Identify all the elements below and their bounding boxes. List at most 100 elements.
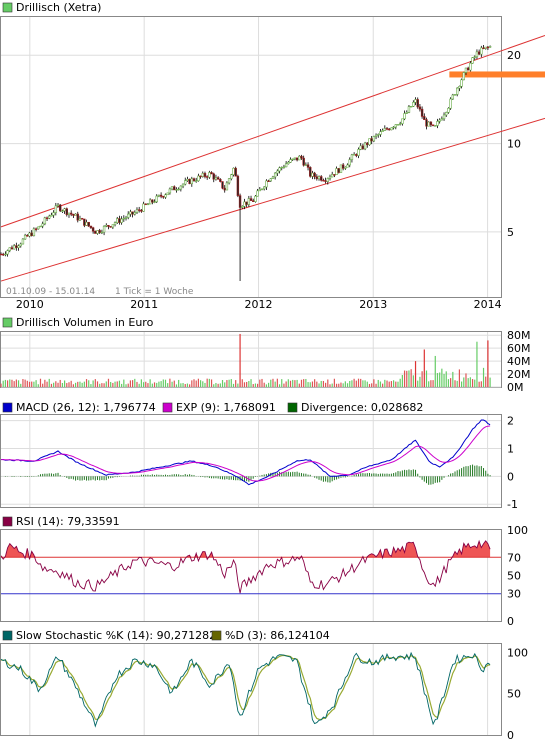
divergence-legend-label: Divergence: 0,028682 [301, 401, 423, 414]
candle-148 [324, 180, 327, 182]
volume-bar-199 [436, 373, 439, 387]
volume-bar-90 [197, 378, 199, 387]
candle-106 [232, 167, 235, 175]
candle-208 [456, 87, 459, 95]
volume-bar-211 [463, 377, 465, 387]
candle-118 [258, 188, 262, 192]
volume-bar-218 [478, 381, 480, 387]
candle-93 [203, 173, 207, 177]
volume-bar-111 [243, 382, 246, 387]
macd-legend-label: MACD (26, 12): 1,796774 [16, 401, 156, 414]
candle-29 [63, 208, 66, 212]
volume-bar-128 [281, 379, 283, 387]
volume-y-tick-40: 40M [507, 355, 531, 368]
candle-107 [234, 167, 237, 177]
volume-bar-130 [285, 381, 287, 387]
volume-bar-140 [307, 382, 309, 387]
volume-bar-104 [228, 379, 230, 387]
volume-bar-35 [77, 381, 79, 387]
candle-214 [469, 62, 472, 71]
volume-bar-122 [267, 382, 270, 387]
volume-bar-147 [322, 380, 325, 387]
volume-bar-220 [482, 367, 485, 387]
macd-panel-frame [0, 414, 502, 508]
candle-77 [168, 188, 172, 194]
macd-line [1, 419, 491, 486]
volume-bar-164 [360, 378, 362, 387]
volume-bar-8 [17, 380, 20, 387]
volume-bar-12 [26, 380, 28, 387]
volume-bar-41 [90, 384, 92, 387]
volume-bar-88 [193, 379, 195, 387]
candle-205 [449, 98, 452, 109]
volume-bar-165 [362, 380, 364, 387]
volume-bar-174 [382, 383, 384, 387]
volume-bar-38 [83, 381, 85, 387]
volume-bar-123 [270, 379, 272, 387]
candle-192 [420, 108, 424, 117]
candle-44 [96, 230, 99, 234]
candle-69 [151, 199, 154, 203]
volume-bar-131 [287, 379, 289, 387]
volume-bar-59 [129, 380, 132, 387]
volume-bar-201 [441, 368, 443, 387]
candle-87 [190, 178, 194, 185]
volume-bar-206 [452, 371, 454, 387]
volume-bar-143 [314, 379, 316, 387]
candle-124 [271, 176, 275, 179]
volume-bar-89 [195, 380, 197, 387]
candle-144 [315, 176, 319, 180]
candle-154 [337, 168, 340, 173]
volume-bar-109 [239, 333, 241, 387]
volume-bar-223 [489, 377, 491, 387]
candle-21 [45, 217, 49, 219]
candle-79 [173, 186, 176, 191]
volume-bar-50 [110, 381, 112, 387]
volume-bar-83 [182, 383, 184, 387]
volume-bar-100 [219, 383, 221, 387]
volume-bar-71 [156, 382, 158, 387]
candle-11 [23, 234, 27, 240]
volume-bar-81 [178, 379, 180, 387]
candle-59 [129, 211, 132, 215]
macd-legend: MACD (26, 12): 1,796774 EXP (9): 1,76809… [2, 401, 423, 414]
candle-3 [6, 250, 9, 255]
candle-156 [341, 164, 345, 169]
candle-125 [273, 172, 277, 178]
volume-bar-135 [296, 379, 298, 387]
x-tick-2012: 2012 [245, 298, 273, 311]
candle-108 [236, 175, 240, 196]
candle-19 [41, 223, 44, 227]
volume-bar-21 [46, 381, 48, 387]
volume-bar-95 [208, 378, 210, 387]
candle-10 [21, 238, 25, 245]
candle-211 [462, 72, 465, 81]
candle-85 [186, 178, 189, 181]
candle-66 [144, 203, 147, 205]
volume-bar-69 [151, 383, 153, 387]
candle-193 [423, 116, 426, 120]
candle-23 [50, 214, 53, 217]
candle-223 [488, 46, 492, 48]
macd-y-tick-0: 0 [507, 470, 514, 483]
volume-bar-213 [467, 378, 469, 387]
candle-37 [80, 218, 84, 220]
volume-bar-156 [342, 383, 344, 387]
volume-bar-29 [64, 380, 66, 387]
candle-91 [199, 175, 202, 178]
volume-bar-114 [250, 379, 252, 387]
candle-120 [262, 186, 266, 190]
candle-199 [436, 121, 439, 126]
rsi-y-ticks: 100 70 50 30 0 [507, 524, 528, 628]
candle-51 [111, 224, 115, 228]
candle-56 [122, 217, 126, 220]
macd-y-ticks: 2 1 0 -1 [507, 415, 518, 512]
volume-bar-138 [303, 379, 305, 387]
candle-8 [17, 245, 20, 248]
candle-165 [361, 145, 365, 150]
candle-1 [1, 253, 5, 256]
volume-bar-80 [175, 384, 178, 387]
volume-bar-25 [55, 381, 57, 387]
candle-86 [188, 178, 191, 185]
candle-103 [225, 182, 229, 191]
